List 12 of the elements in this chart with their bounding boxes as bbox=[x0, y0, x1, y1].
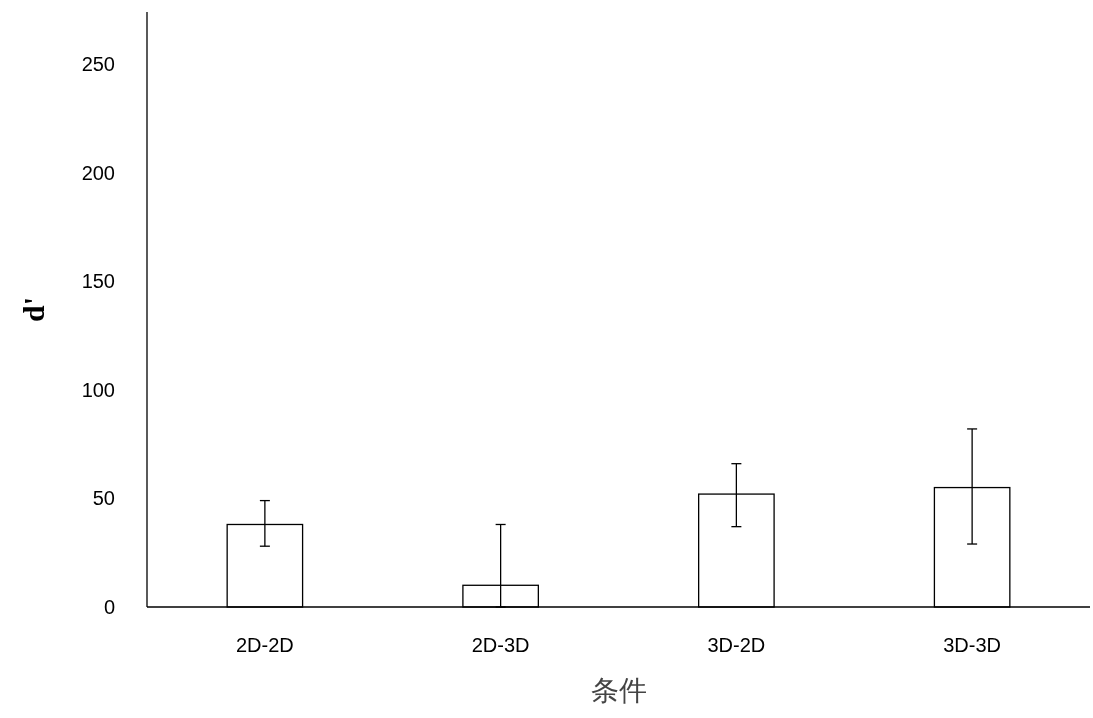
x-tick-label: 3D-3D bbox=[943, 634, 1002, 656]
y-tick-label: 200 bbox=[81, 161, 115, 184]
x-tick-label: 2D-3D bbox=[471, 634, 530, 656]
y-axis-title: d' bbox=[17, 296, 50, 323]
y-tick-label: 100 bbox=[81, 378, 115, 401]
y-tick-label: 50 bbox=[92, 487, 115, 510]
x-tick-label: 3D-2D bbox=[707, 634, 766, 656]
y-tick-label: 250 bbox=[81, 53, 115, 76]
x-tick-label: 2D-2D bbox=[235, 634, 294, 656]
y-tick-label: 150 bbox=[81, 270, 115, 293]
x-axis-title: 条件 bbox=[590, 675, 647, 706]
y-tick-label: 0 bbox=[103, 596, 115, 618]
